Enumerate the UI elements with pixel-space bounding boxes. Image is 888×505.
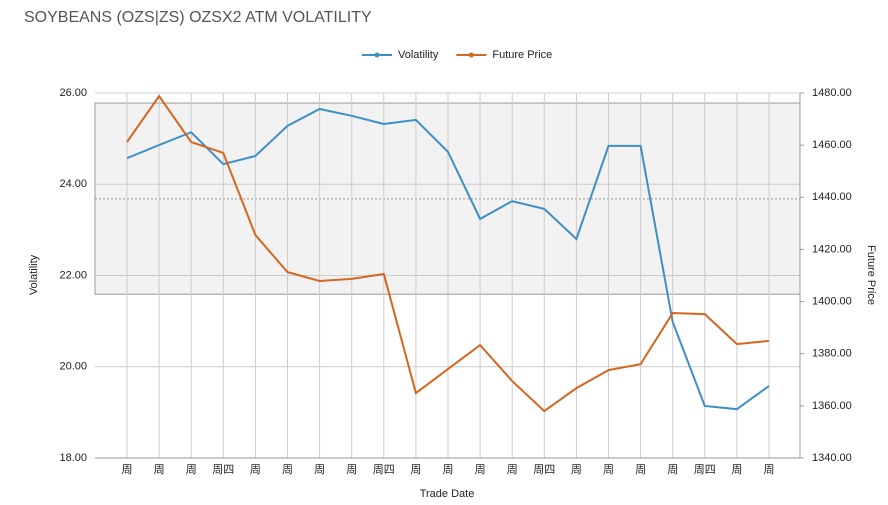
y2-tick-label: 1340.00 xyxy=(812,452,852,464)
legend-item: Future Price xyxy=(456,49,552,61)
x-tick-label: 周四 xyxy=(212,463,234,476)
y2-axis-label: Future Price xyxy=(865,245,877,305)
y2-tick-label: 1480.00 xyxy=(812,87,852,99)
series-line xyxy=(126,94,770,413)
x-tick-label: 周 xyxy=(667,463,678,476)
y-tick-label: 18.00 xyxy=(59,452,87,464)
x-tick-label: 周 xyxy=(731,463,742,476)
y-axis-label: Volatility xyxy=(28,254,40,295)
legend-label: Future Price xyxy=(492,49,552,61)
y2-tick-label: 1360.00 xyxy=(812,400,852,412)
x-tick-label: 周 xyxy=(635,463,646,476)
x-tick-label: 周 xyxy=(764,463,775,476)
x-tick-label: 周 xyxy=(282,463,293,476)
x-axis-label: Trade Date xyxy=(420,488,475,500)
y2-tick-label: 1420.00 xyxy=(812,243,852,255)
y-tick-label: 24.00 xyxy=(59,178,87,190)
series-line xyxy=(126,107,770,411)
y-tick-label: 22.00 xyxy=(59,269,87,281)
x-tick-label: 周 xyxy=(603,463,614,476)
y2-tick-label: 1380.00 xyxy=(812,348,852,360)
x-tick-label: 周四 xyxy=(533,463,555,476)
x-tick-label: 周 xyxy=(346,463,357,476)
x-tick-label: 周 xyxy=(250,463,261,476)
legend-item: Volatility xyxy=(362,49,439,61)
y2-tick-label: 1460.00 xyxy=(812,139,852,151)
x-tick-label: 周 xyxy=(507,463,518,476)
chart-title: SOYBEANS (OZS|ZS) OZSX2 ATM VOLATILITY xyxy=(24,9,372,26)
x-tick-label: 周 xyxy=(410,463,421,476)
y2-tick-label: 1400.00 xyxy=(812,295,852,307)
x-tick-label: 周 xyxy=(443,463,454,476)
y2-tick-label: 1440.00 xyxy=(812,191,852,203)
x-tick-label: 周四 xyxy=(694,463,716,476)
legend-marker xyxy=(468,52,474,58)
legend-marker xyxy=(374,52,380,58)
x-tick-label: 周 xyxy=(475,463,486,476)
x-tick-label: 周 xyxy=(314,463,325,476)
x-tick-label: 周 xyxy=(154,463,165,476)
legend-label: Volatility xyxy=(398,49,439,61)
x-tick-label: 周 xyxy=(571,463,582,476)
y-tick-label: 26.00 xyxy=(59,87,87,99)
x-tick-label: 周 xyxy=(186,463,197,476)
y-tick-label: 20.00 xyxy=(59,361,87,373)
x-tick-label: 周 xyxy=(122,463,133,476)
x-tick-label: 周四 xyxy=(373,463,395,476)
